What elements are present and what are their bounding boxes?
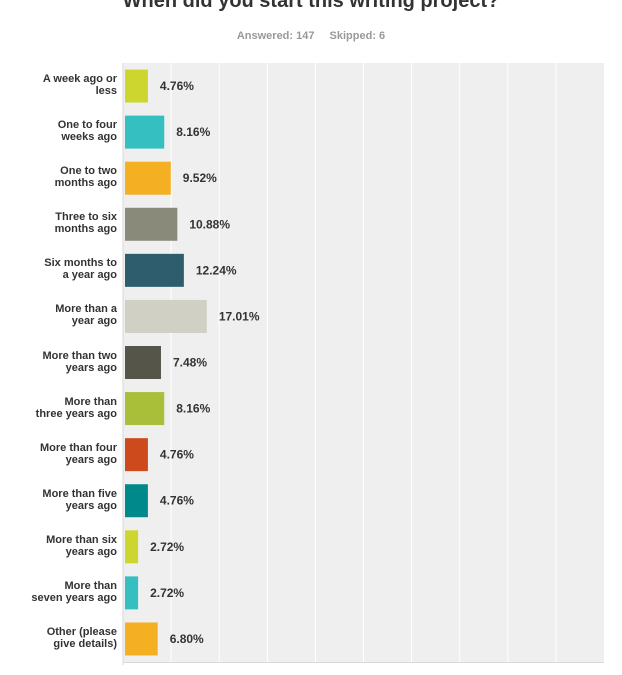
bar: [125, 438, 148, 472]
category-label-line: More than five: [42, 487, 117, 500]
data-label: 10.88%: [189, 217, 230, 231]
chart-title: When did you start this writing project?: [122, 0, 500, 12]
category-label-line: seven years ago: [31, 591, 117, 604]
bar: [125, 622, 158, 656]
category-label-line: More than four: [40, 441, 117, 454]
category-label: One to four weeks ago: [8, 119, 117, 143]
category-label-line: three years ago: [35, 407, 117, 420]
category-label-line: years ago: [65, 499, 117, 512]
category-label-line: A week ago or: [42, 73, 117, 86]
category-label-line: More than two: [42, 349, 117, 362]
bar: [125, 484, 148, 518]
category-label: More than six years ago: [8, 534, 117, 558]
answered-count: Answered: 147: [236, 30, 315, 42]
data-label: 2.72%: [150, 540, 184, 554]
category-label-line: years ago: [65, 361, 117, 374]
skipped-count: Skipped: 6: [329, 30, 386, 42]
bar: [125, 115, 165, 149]
bar: [125, 392, 165, 426]
category-label-line: More than: [64, 579, 117, 592]
category-label: More than five years ago: [8, 488, 117, 512]
bar: [125, 530, 139, 564]
category-label-line: months ago: [54, 177, 117, 190]
data-label: 4.76%: [160, 448, 194, 462]
data-label: 4.76%: [160, 494, 194, 508]
category-label: More than seven years ago: [8, 580, 117, 604]
category-label: A week ago or less: [8, 73, 117, 97]
data-label: 12.24%: [196, 263, 237, 277]
category-label-line: More than: [64, 395, 117, 408]
category-label: Three to six months ago: [8, 211, 117, 235]
bar: [125, 207, 178, 241]
data-label: 7.48%: [173, 356, 207, 370]
category-label-line: Other (please: [46, 625, 117, 638]
category-label: More than four years ago: [8, 442, 117, 466]
category-label: More than a year ago: [8, 303, 117, 327]
bar: [125, 161, 171, 195]
bar: [125, 299, 207, 333]
category-label-line: More than a: [55, 303, 117, 316]
data-label: 17.01%: [219, 309, 260, 323]
data-label: 9.52%: [183, 171, 217, 185]
data-label: 8.16%: [176, 402, 210, 416]
category-label-line: Six months to: [44, 257, 117, 270]
bar: [125, 346, 161, 379]
category-label-line: One to two: [60, 165, 117, 178]
data-label: 2.72%: [150, 586, 184, 600]
category-label: Six months to a year ago: [8, 257, 117, 281]
category-label-line: years ago: [65, 545, 117, 558]
category-label-line: weeks ago: [61, 131, 117, 144]
category-label-line: years ago: [65, 453, 117, 466]
category-label-line: More than six: [46, 533, 117, 546]
data-label: 8.16%: [176, 125, 210, 139]
category-label-line: Three to six: [55, 211, 117, 224]
bar: [125, 576, 139, 610]
category-label: More than three years ago: [8, 396, 117, 420]
category-label-line: months ago: [54, 223, 117, 236]
category-label-line: give details): [53, 637, 117, 650]
category-label: One to two months ago: [8, 165, 117, 189]
response-stats: Answered: 147 Skipped: 6: [0, 30, 622, 42]
category-label-line: year ago: [71, 315, 117, 328]
bar: [125, 253, 184, 287]
category-label-line: a year ago: [62, 269, 117, 282]
category-label: More than two years ago: [8, 350, 117, 374]
category-label-line: One to four: [57, 119, 117, 132]
category-label-line: less: [95, 85, 117, 98]
data-label: 6.80%: [170, 632, 204, 646]
data-label: 4.76%: [160, 79, 194, 93]
bar: [125, 69, 148, 103]
category-label: Other (please give details): [8, 626, 117, 650]
